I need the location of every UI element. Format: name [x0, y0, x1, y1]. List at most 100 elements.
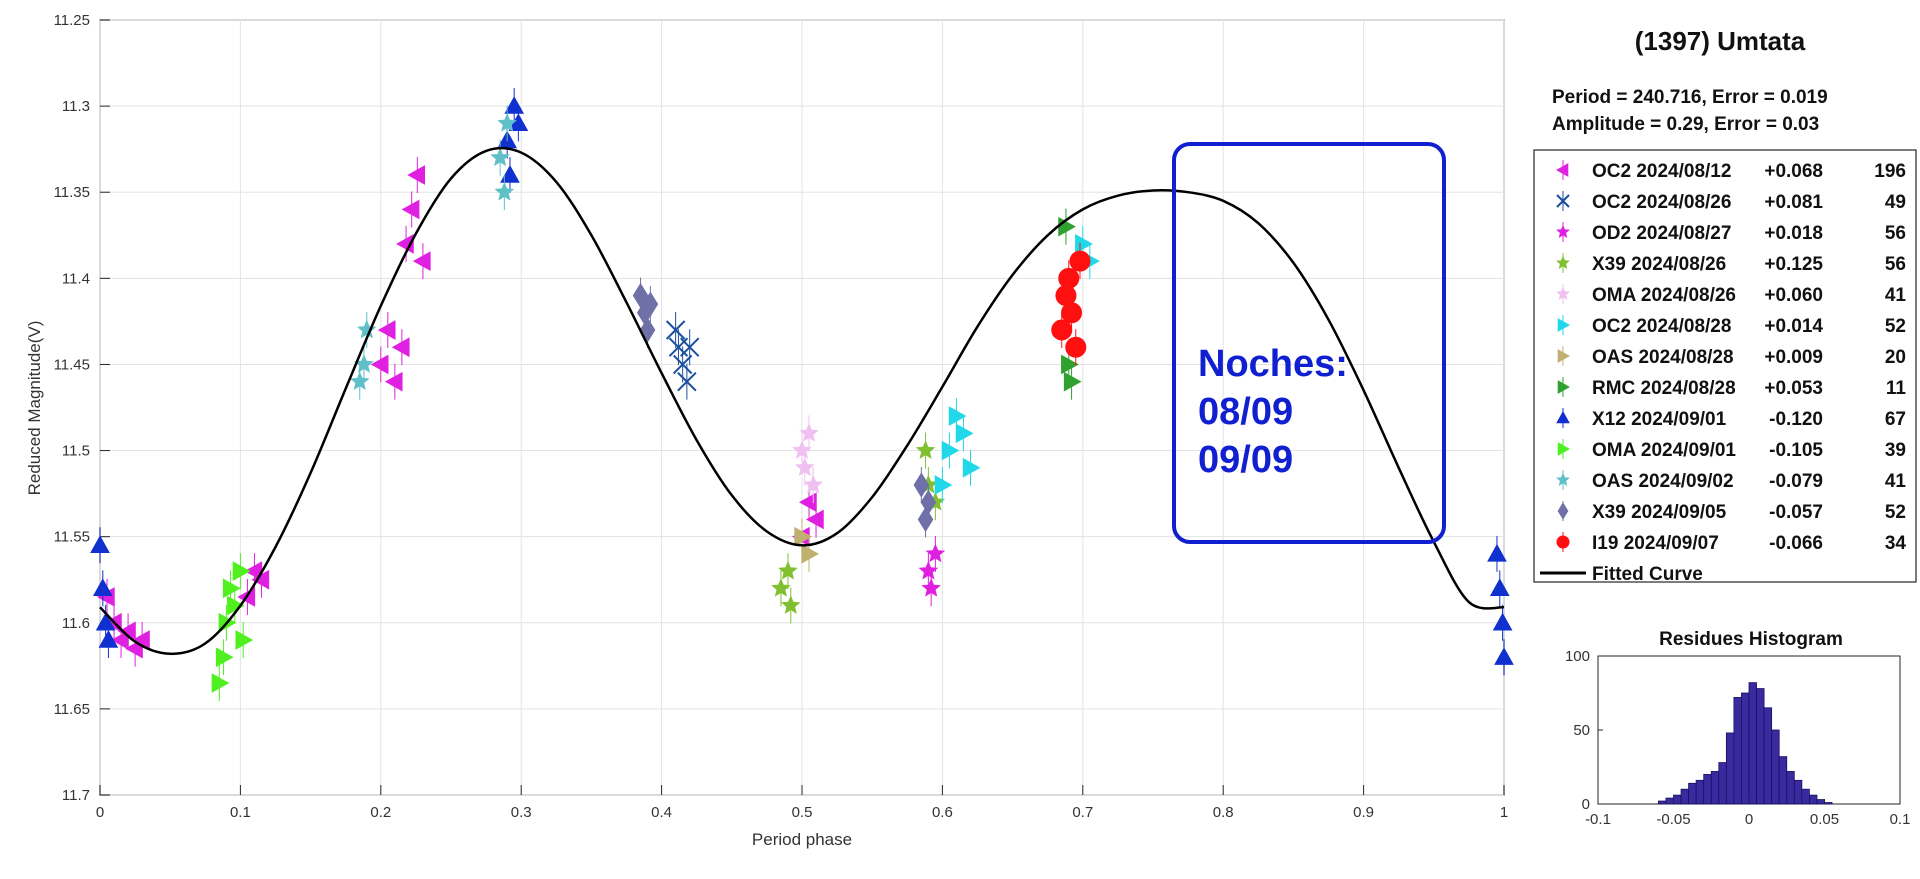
series-1 [665, 312, 700, 400]
data-point [917, 506, 934, 533]
legend-entry: OC2 2024/08/26 +0.081 49 [1556, 191, 1906, 213]
legend-marker [1556, 286, 1570, 300]
histogram-bar [1816, 799, 1825, 805]
series-5 [934, 225, 1100, 503]
data-point [1063, 371, 1082, 392]
x-tick-label: 0 [96, 804, 104, 821]
data-point [1058, 267, 1080, 289]
series-11 [632, 277, 937, 538]
data-point [948, 406, 967, 426]
data-point [934, 475, 953, 495]
legend-offset: +0.014 [1764, 316, 1823, 337]
legend-entry: OAS 2024/08/28 +0.009 20 [1557, 346, 1906, 368]
data-point [771, 577, 791, 597]
annotation-line-1: Noches: [1198, 343, 1348, 385]
legend-offset: +0.018 [1764, 223, 1823, 244]
data-point [801, 544, 820, 564]
legend-count: 41 [1885, 471, 1907, 492]
histogram-bar [1778, 756, 1788, 805]
data-point [962, 457, 981, 478]
legend-entry-fitted-curve: Fitted Curve [1540, 564, 1703, 585]
histogram-ticks: -0.1 -0.05 0 0.05 0.1 0 50 100 [1565, 648, 1910, 828]
data-point [679, 337, 700, 357]
data-point [92, 578, 113, 597]
x-tick-label: 0.1 [230, 804, 251, 821]
legend-label: Fitted Curve [1592, 564, 1703, 585]
histogram-bar [1793, 779, 1803, 805]
data-point [1489, 578, 1510, 597]
data-point [1061, 302, 1083, 324]
data-point [1494, 647, 1514, 665]
hist-y-tick-label: 100 [1565, 648, 1590, 665]
legend-marker [1556, 535, 1570, 549]
object-title: (1397) Umtata [1635, 26, 1806, 56]
legend-label: OMA 2024/09/01 [1592, 440, 1736, 461]
legend-offset: +0.081 [1764, 192, 1823, 213]
data-point [232, 561, 251, 581]
histogram-bar [1658, 800, 1667, 805]
legend-count: 196 [1874, 161, 1906, 182]
x-tick-label: 0.2 [370, 804, 391, 821]
legend-count: 39 [1885, 440, 1906, 461]
y-tick-label: 11.4 [62, 270, 90, 287]
series-4 [792, 415, 824, 503]
y-tick-label: 11.45 [54, 356, 90, 373]
legend-entry: OC2 2024/08/12 +0.068 196 [1555, 160, 1906, 182]
hist-x-tick-label: -0.1 [1585, 811, 1611, 828]
fitted-curve-line [99, 146, 1505, 656]
y-tick-label: 11.25 [54, 12, 90, 29]
data-point [918, 560, 939, 580]
legend-count: 34 [1885, 533, 1907, 554]
legend-marker [1555, 163, 1569, 177]
histogram-bar [1786, 771, 1795, 805]
y-tick-label: 11.65 [54, 701, 90, 718]
data-point [1069, 250, 1091, 272]
data-point [1487, 543, 1507, 562]
legend-entry: X12 2024/09/01 -0.120 67 [1556, 408, 1906, 430]
histogram-bar [1756, 688, 1765, 805]
histogram-bars [1658, 682, 1833, 805]
legend-entry: X39 2024/08/26 +0.125 56 [1556, 253, 1906, 275]
series-12 [1051, 243, 1091, 366]
data-point [955, 423, 974, 444]
legend-label: X12 2024/09/01 [1592, 409, 1727, 430]
legend-marker [1557, 502, 1569, 520]
data-point [794, 457, 815, 477]
data-point [98, 629, 119, 648]
data-point [1061, 354, 1079, 375]
y-tick-label: 11.7 [62, 787, 90, 804]
hist-x-tick-label: 0.05 [1810, 811, 1839, 828]
x-tick-label: 0.9 [1353, 804, 1374, 821]
y-tick-label: 11.5 [62, 443, 90, 460]
legend-entry: OAS 2024/09/02 -0.079 41 [1556, 470, 1907, 492]
legend-marker [1557, 318, 1571, 332]
histogram-bar [1763, 707, 1773, 805]
x-tick-label: 0.4 [651, 804, 672, 821]
data-point [215, 647, 234, 668]
histogram-bar [1718, 762, 1727, 805]
data-point [407, 165, 426, 185]
data-point [211, 673, 230, 693]
y-tick-label: 11.3 [62, 98, 90, 115]
legend-label: OD2 2024/08/27 [1592, 223, 1731, 244]
legend-count: 52 [1885, 502, 1906, 523]
legend-label: OC2 2024/08/12 [1592, 161, 1731, 182]
hist-y-tick-label: 0 [1582, 796, 1590, 813]
legend-marker [1556, 410, 1570, 424]
data-point [90, 535, 110, 553]
legend-count: 41 [1885, 285, 1907, 306]
data-point [672, 354, 693, 375]
histogram-bar [1665, 797, 1674, 805]
data-point [665, 320, 686, 340]
legend-marker [1556, 224, 1570, 238]
series-6 [794, 518, 820, 572]
period-line: Period = 240.716, Error = 0.019 [1552, 87, 1828, 108]
legend-count: 49 [1885, 192, 1906, 213]
legend-box [1533, 149, 1917, 583]
legend-marker [1557, 380, 1571, 394]
data-point [222, 578, 241, 599]
data-point [794, 526, 813, 547]
data-point [639, 317, 656, 343]
legend: OC2 2024/08/12 +0.068 196 OC2 2024/08/26 +0.… [1533, 149, 1917, 585]
